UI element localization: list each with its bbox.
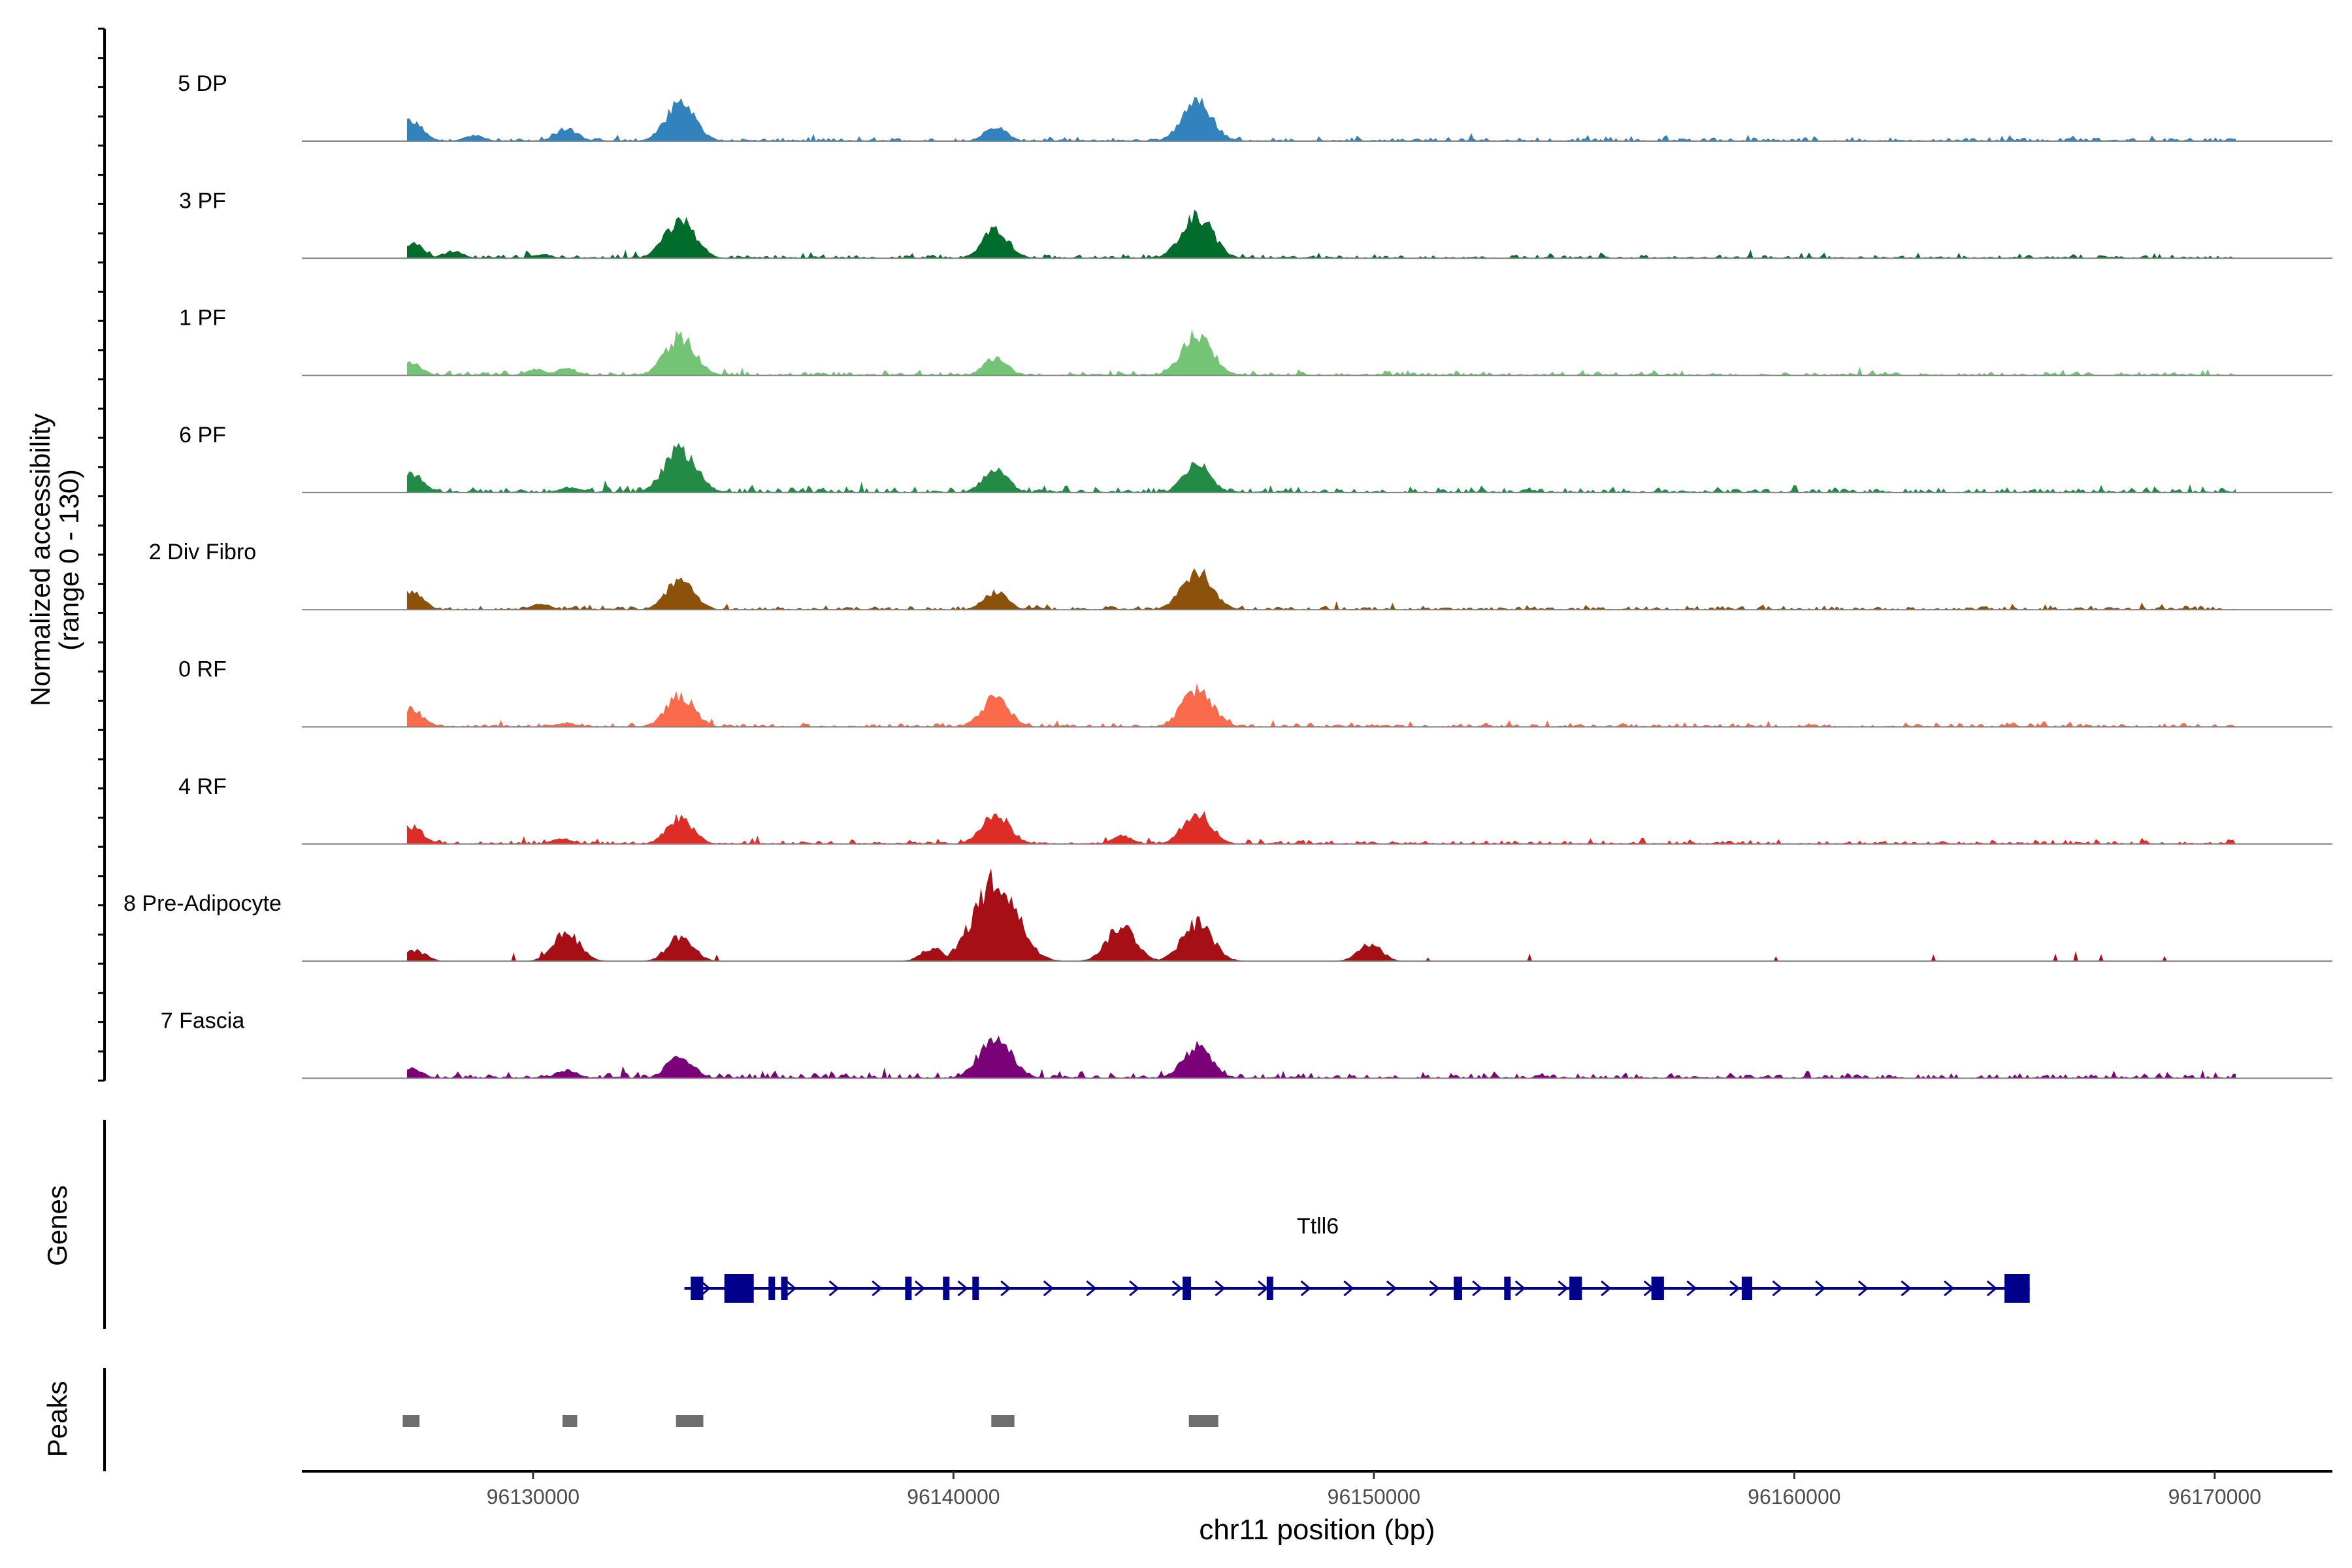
- gene-exon: [1266, 1277, 1273, 1300]
- strand-arrow: [1343, 1280, 1354, 1297]
- gene-exon: [781, 1277, 788, 1300]
- peak-region: [676, 1415, 704, 1427]
- track-label: 5 DP: [178, 71, 227, 96]
- peak-region: [563, 1415, 578, 1427]
- strand-arrow: [786, 1280, 797, 1297]
- strand-arrow: [1000, 1280, 1011, 1297]
- gene-exon: [768, 1277, 776, 1300]
- strand-arrow: [1901, 1280, 1912, 1297]
- track-4-rf: 4 RF: [178, 774, 2332, 845]
- coverage-area: [406, 568, 2236, 610]
- strand-arrow: [1472, 1280, 1483, 1297]
- gene-exon: [1651, 1277, 1664, 1300]
- gene-exon: [972, 1277, 979, 1300]
- strand-arrow: [1558, 1280, 1569, 1297]
- track-label: 2 Div Fibro: [149, 540, 256, 564]
- track-3-pf: 3 PF: [179, 188, 2332, 259]
- strand-arrow: [1686, 1280, 1697, 1297]
- strand-arrow: [872, 1280, 883, 1297]
- strand-arrow: [1086, 1280, 1097, 1297]
- gene-exon: [724, 1274, 754, 1303]
- strand-arrow: [1729, 1280, 1740, 1297]
- track-7-fascia: 7 Fascia: [161, 1008, 2332, 1079]
- track-5-dp: 5 DP: [178, 71, 2332, 142]
- strand-arrow: [1815, 1280, 1826, 1297]
- track-6-pf: 6 PF: [179, 423, 2332, 493]
- y-axis-ticks: [98, 27, 105, 1082]
- track-label: 8 Pre-Adipocyte: [123, 891, 282, 916]
- x-tick-label: 96150000: [1328, 1485, 1420, 1509]
- x-tick-label: 96130000: [487, 1485, 580, 1509]
- x-tick-label: 96170000: [2168, 1485, 2261, 1509]
- track-2-div-fibro: 2 Div Fibro: [149, 540, 2332, 611]
- x-axis-title: chr11 position (bp): [1199, 1514, 1435, 1546]
- strand-arrow: [1386, 1280, 1397, 1297]
- strand-arrow: [1986, 1280, 1998, 1297]
- gene-exon: [2004, 1274, 2030, 1303]
- strand-arrow: [700, 1280, 711, 1297]
- track-label: 6 PF: [179, 423, 226, 448]
- x-axis: 96130000 96140000 96150000 96160000 96170000: [487, 1471, 2261, 1509]
- gene-exon: [1183, 1277, 1191, 1300]
- track-1-pf: 1 PF: [179, 306, 2332, 376]
- strand-arrow: [1129, 1280, 1140, 1297]
- track-label: 3 PF: [179, 188, 226, 213]
- strand-arrow: [1429, 1280, 1440, 1297]
- gene-exon: [905, 1277, 912, 1300]
- gene-label: Ttll6: [1297, 1214, 1339, 1239]
- track-label: 7 Fascia: [161, 1008, 245, 1033]
- called-peaks: [402, 1415, 1218, 1427]
- strand-arrow: [1944, 1280, 1955, 1297]
- strand-arrow: [1043, 1280, 1054, 1297]
- genes-track-title: Genes: [42, 1185, 73, 1266]
- gene-exon: [1741, 1277, 1752, 1300]
- strand-arrow: [1772, 1280, 1783, 1297]
- strand-arrow: [828, 1280, 840, 1297]
- peaks-track-title: Peaks: [42, 1381, 73, 1458]
- peak-region: [402, 1415, 420, 1427]
- strand-arrow: [1857, 1280, 1869, 1297]
- gene-model: [684, 1274, 2030, 1303]
- gene-exon: [1454, 1277, 1462, 1300]
- track-0-rf: 0 RF: [178, 657, 2332, 728]
- gene-exon: [691, 1277, 704, 1300]
- y-axis-title-line2: (range 0 - 130): [54, 469, 84, 651]
- track-label: 1 PF: [179, 306, 226, 331]
- strand-arrow: [1601, 1280, 1612, 1297]
- y-axis-title-line1: Normalized accessibility: [25, 414, 56, 706]
- gene-exon: [1569, 1277, 1582, 1300]
- gene-exon: [943, 1277, 950, 1300]
- x-tick-label: 96140000: [907, 1485, 1000, 1509]
- strand-arrow: [914, 1280, 926, 1297]
- strand-arrow: [1171, 1280, 1183, 1297]
- track-label: 0 RF: [178, 657, 227, 682]
- track-label: 4 RF: [178, 774, 227, 799]
- strand-arrow: [1514, 1280, 1526, 1297]
- strand-arrow: [1300, 1280, 1311, 1297]
- strand-arrow: [1215, 1280, 1226, 1297]
- track-8-pre-adipocyte: 8 Pre-Adipocyte: [123, 868, 2332, 962]
- x-tick-label: 96160000: [1748, 1485, 1840, 1509]
- gene-exon: [1504, 1277, 1511, 1300]
- strand-arrow: [957, 1280, 968, 1297]
- peak-region: [1188, 1415, 1218, 1427]
- coverage-tracks: 5 DP 3 PF 1 PF 6 PF 2 Div Fibro 0 RF 4 RF 8 Pre…: [123, 71, 2332, 1079]
- peak-region: [991, 1415, 1015, 1427]
- coverage-area: [406, 811, 2236, 844]
